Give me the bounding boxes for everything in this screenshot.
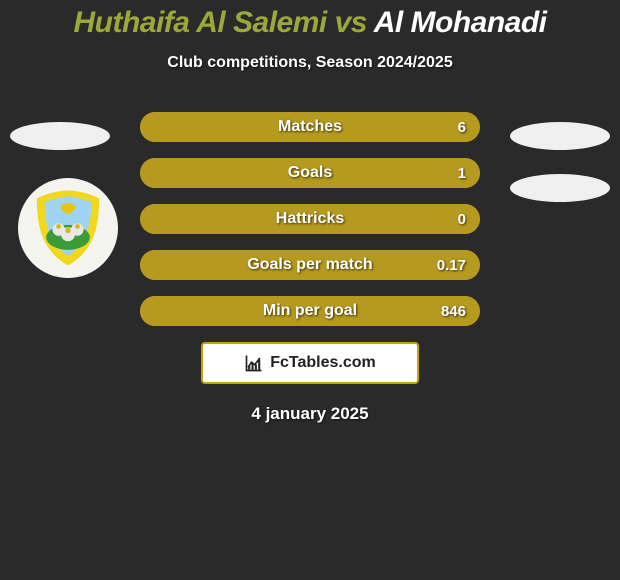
player2-photo-placeholder <box>510 122 610 150</box>
player1-name: Huthaifa Al Salemi <box>73 6 326 39</box>
club-crest-icon <box>29 189 107 267</box>
stat-bar-goals: Goals 1 <box>140 158 480 188</box>
stat-bar-goals-per-match: Goals per match 0.17 <box>140 250 480 280</box>
stat-value-right: 846 <box>441 303 466 320</box>
stat-value-right: 1 <box>458 165 466 182</box>
player1-photo-placeholder <box>10 122 110 150</box>
subtitle: Club competitions, Season 2024/2025 <box>0 54 620 72</box>
fctables-badge[interactable]: FcTables.com <box>201 342 419 384</box>
page-title: Huthaifa Al Salemi vs Al Mohanadi <box>0 0 620 40</box>
stat-bar-hattricks: Hattricks 0 <box>140 204 480 234</box>
player1-club-logo <box>18 178 118 278</box>
stat-bar-matches: Matches 6 <box>140 112 480 142</box>
stats-bars: Matches 6 Goals 1 Hattricks 0 Goals per match 0… <box>140 112 480 326</box>
stat-bar-min-per-goal: Min per goal 846 <box>140 296 480 326</box>
vs-text: vs <box>327 6 374 39</box>
stat-label: Goals <box>288 164 332 182</box>
stat-label: Hattricks <box>276 210 344 228</box>
date-text: 4 january 2025 <box>0 404 620 424</box>
stat-value-right: 0 <box>458 211 466 228</box>
stat-label: Goals per match <box>247 256 372 274</box>
stat-value-right: 6 <box>458 119 466 136</box>
player2-name: Al Mohanadi <box>374 6 547 39</box>
stat-label: Matches <box>278 118 342 136</box>
badge-text: FcTables.com <box>270 354 376 372</box>
player2-club-placeholder <box>510 174 610 202</box>
stat-label: Min per goal <box>263 302 357 320</box>
chart-icon <box>244 353 264 373</box>
stat-value-right: 0.17 <box>437 257 466 274</box>
